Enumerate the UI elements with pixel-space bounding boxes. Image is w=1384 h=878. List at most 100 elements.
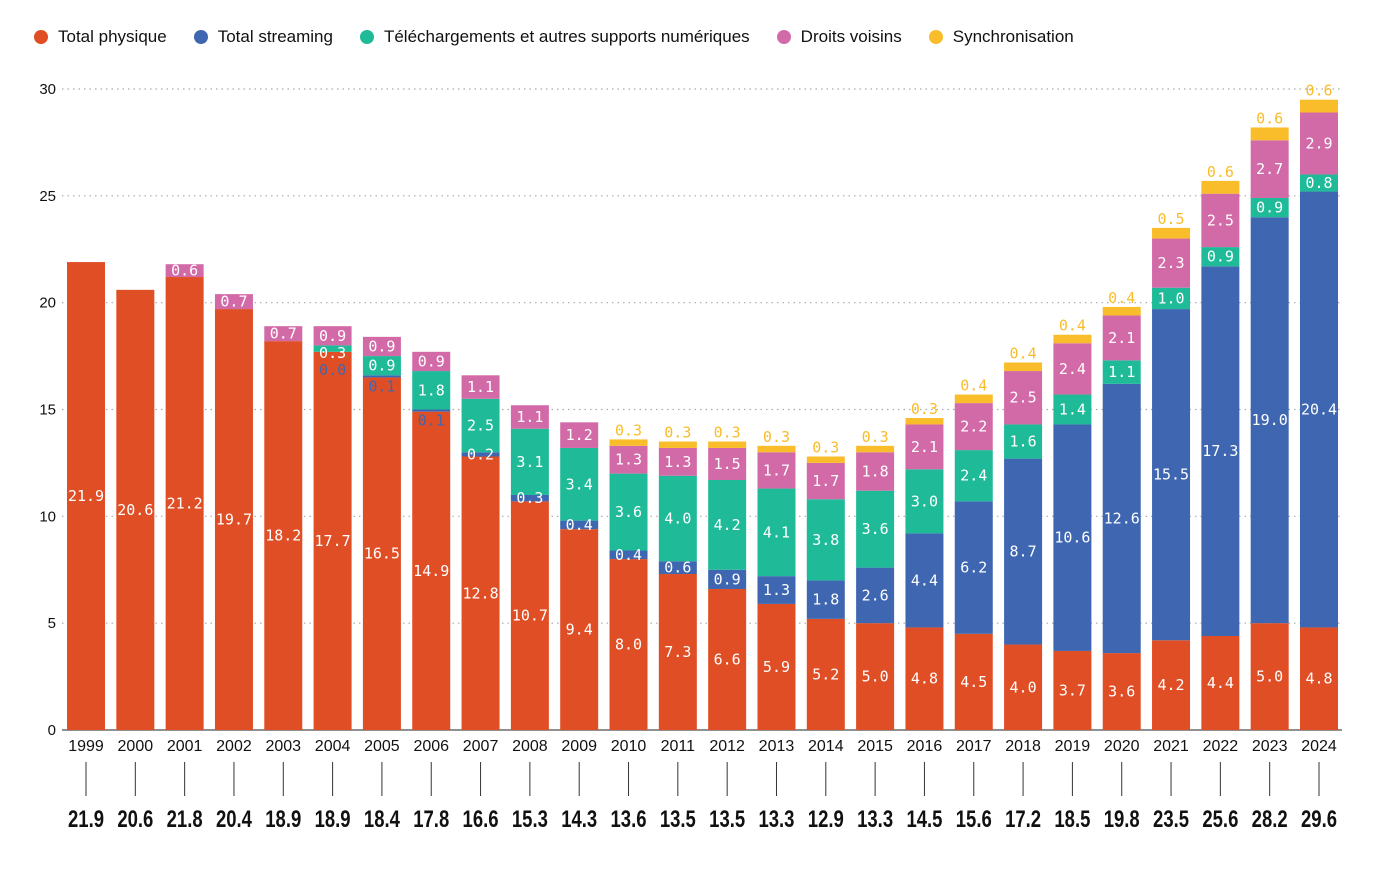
bar-segment [1201,266,1240,636]
bar-segment [510,501,549,730]
x-tick-label: 2018 [1005,738,1041,755]
legend-swatch [776,30,791,44]
bar-segment [954,394,993,404]
bar-segment [116,289,155,730]
total-label: 12.9 [808,806,844,833]
data-label: 12.6 [1104,509,1140,527]
data-label: 1.2 [566,426,593,444]
data-label: 0.6 [664,559,691,577]
bar-segment [412,411,451,730]
bar-segment [708,569,747,589]
legend-swatch [928,30,943,44]
bar-segment [1152,238,1191,288]
data-label: 10.6 [1054,529,1090,547]
data-label: 0.1 [418,412,445,430]
bar-segment [856,445,895,453]
bar-segment [658,561,697,575]
bar-segment [313,326,352,346]
data-label: 0.4 [1010,344,1037,362]
data-label: 1.8 [812,591,839,609]
bar-segment [1250,623,1289,730]
data-label: 3.4 [566,475,593,493]
bar-segment [560,422,599,448]
data-label: 0.9 [368,357,395,375]
bar-segment [1300,627,1338,730]
data-label: 0.6 [1256,109,1283,127]
data-label: 0.6 [1207,163,1234,181]
data-label: 0.9 [1256,199,1283,217]
x-tick-label: 2021 [1153,738,1189,755]
data-label: 3.6 [1108,683,1135,701]
total-label: 13.6 [611,806,647,833]
data-label: 0.3 [516,489,543,507]
data-label: 2.5 [1010,389,1037,407]
data-label: 17.7 [315,532,351,550]
total-label: 18.9 [315,806,351,833]
data-label: 1.8 [862,462,889,480]
bar-segment [1004,371,1043,425]
data-label: 4.0 [1010,678,1037,696]
data-label: 2.5 [1207,211,1234,229]
total-label: 13.3 [857,806,893,833]
bar-segment [1300,112,1338,175]
data-label: 1.6 [1010,433,1037,451]
bar-segment [264,341,303,730]
data-label: 0.7 [270,325,297,343]
bar-segment [757,452,796,489]
total-label: 20.6 [117,806,153,833]
bar-segment [214,309,253,730]
bar-segment [1053,334,1092,344]
legend-item: Téléchargements et autres supports numér… [359,27,750,47]
bar-segment [362,377,401,730]
bar-segment [658,441,697,448]
bar-segment [905,469,944,534]
data-label: 4.8 [911,670,938,688]
data-label: 2.3 [1157,254,1184,272]
bar-segment [757,445,796,453]
x-tick-label: 2013 [759,738,795,755]
x-tick-label: 2012 [709,738,745,755]
data-label: 0.4 [566,516,593,534]
bar-segment [708,480,747,570]
bar-segment [905,424,944,470]
x-tick-label: 2011 [661,738,696,755]
data-label: 2.6 [862,586,889,604]
bar-segment [1152,309,1191,641]
data-label: 6.2 [960,559,987,577]
data-label: 1.0 [1157,289,1184,307]
bar-segment [1004,362,1043,372]
data-label: 4.4 [911,571,938,589]
bar-segment [510,405,549,429]
x-tick-label: 2019 [1055,738,1091,755]
legend-label: Téléchargements et autres supports numér… [383,27,750,46]
data-label: 1.3 [763,581,790,599]
data-label: 4.5 [960,673,987,691]
data-label: 21.2 [167,495,203,513]
bar-segment [1102,360,1141,384]
bar-segment [1201,247,1240,267]
bar-segment [757,576,796,604]
data-label: 1.1 [1108,363,1135,381]
legend-item: Droits voisins [776,27,902,47]
total-label: 15.3 [512,806,548,833]
data-label: 1.1 [516,408,543,426]
data-label: 0.2 [467,445,494,463]
data-label: 0.3 [319,344,346,362]
data-label: 8.7 [1010,543,1037,561]
data-label: 20.4 [1301,401,1337,419]
data-label: 2.2 [960,418,987,436]
data-label: 2.9 [1305,134,1332,152]
bar-segment [313,345,352,352]
data-label: 1.7 [812,472,839,490]
data-label: 1.7 [763,461,790,479]
bar-segment [609,445,648,474]
x-tick-label: 2006 [413,738,449,755]
bar-segment [412,351,451,372]
data-label: 1.3 [664,453,691,471]
data-label: 4.0 [664,509,691,527]
total-label: 13.5 [709,806,745,833]
data-label: 3.0 [911,492,938,510]
x-tick-label: 2010 [611,738,647,755]
data-label: 0.6 [1305,82,1332,100]
total-label: 21.9 [68,806,104,833]
